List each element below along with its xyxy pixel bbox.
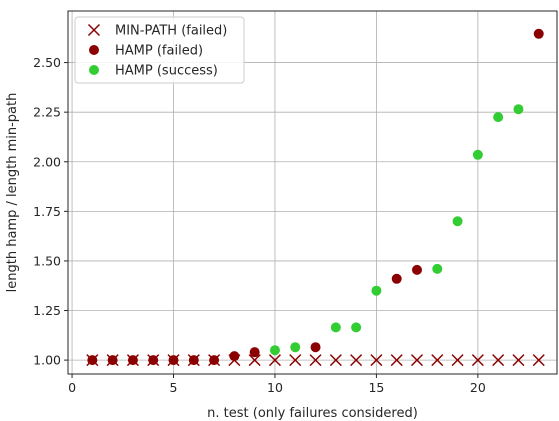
legend-label: MIN-PATH (failed) <box>115 24 227 39</box>
x-tick-label: 5 <box>170 380 178 395</box>
legend: MIN-PATH (failed) HAMP (failed) HAMP (succ… <box>74 16 245 84</box>
min-path-failed-point <box>106 354 119 367</box>
hamp-failed-point <box>533 28 544 39</box>
min-path-failed-point-stroke <box>390 354 403 367</box>
min-path-failed-point-stroke <box>471 354 484 367</box>
min-path-failed-point <box>208 354 221 367</box>
hamp-success-point <box>513 104 524 115</box>
legend-label: HAMP (success) <box>115 64 218 79</box>
plot-frame <box>67 10 558 375</box>
hamp-success-point <box>330 322 341 333</box>
min-path-failed-point <box>309 354 322 367</box>
min-path-failed-point-stroke <box>431 354 444 367</box>
min-path-failed-point-stroke <box>228 354 241 367</box>
series-hamp-success <box>269 104 524 356</box>
min-path-failed-point-stroke <box>370 354 383 367</box>
legend-marker <box>87 23 101 37</box>
hamp-success-point <box>290 342 301 353</box>
hamp-failed-point <box>391 273 402 284</box>
hamp-success-point <box>472 149 483 160</box>
min-path-failed-point <box>492 354 505 367</box>
min-path-failed-point-stroke <box>208 354 221 367</box>
y-tick-label: 1.50 <box>33 253 61 268</box>
legend-box <box>74 16 245 84</box>
x-tick-label: 0 <box>68 380 76 395</box>
min-path-failed-point-stroke <box>248 354 261 367</box>
hamp-success-point <box>452 216 463 227</box>
min-path-failed-point-stroke <box>492 354 505 367</box>
min-path-failed-point <box>451 354 464 367</box>
hamp-failed-point <box>310 342 321 353</box>
hamp-failed-point <box>249 347 260 358</box>
min-path-failed-point <box>390 354 403 367</box>
min-path-failed-point <box>147 354 160 367</box>
min-path-failed-point-stroke <box>187 354 200 367</box>
min-path-failed-point <box>370 354 383 367</box>
min-path-failed-point-stroke <box>329 354 342 367</box>
y-tick-label: 2.50 <box>33 55 61 70</box>
min-path-failed-point-stroke <box>350 354 363 367</box>
min-path-failed-point-stroke <box>309 354 322 367</box>
y-tick-label: 1.75 <box>33 204 61 219</box>
legend-marker-stroke <box>87 23 101 37</box>
min-path-failed-point-stroke <box>532 354 545 367</box>
min-path-failed-point-stroke <box>410 354 424 367</box>
min-path-failed-point <box>471 354 484 367</box>
hamp-success-point <box>371 285 382 296</box>
min-path-failed-point <box>268 354 281 367</box>
legend-marker <box>89 45 99 55</box>
legend-marker <box>89 65 99 75</box>
y-axis-label: length hamp / length min-path <box>5 93 20 293</box>
min-path-failed-point <box>126 354 139 367</box>
min-path-failed-point <box>532 354 545 367</box>
x-tick-label: 15 <box>368 380 384 395</box>
hamp-failed-point <box>411 264 422 275</box>
min-path-failed-point <box>410 354 424 367</box>
hamp-success-point <box>493 112 504 123</box>
min-path-failed-point-stroke <box>167 354 180 367</box>
min-path-failed-point-stroke <box>86 354 99 367</box>
y-tick-label: 1.25 <box>33 303 61 318</box>
min-path-failed-point-stroke <box>147 354 160 367</box>
min-path-failed-point <box>350 354 363 367</box>
y-tick-label: 2.25 <box>33 105 61 120</box>
min-path-failed-point <box>512 354 525 367</box>
min-path-failed-point-stroke <box>289 354 302 367</box>
min-path-failed-point <box>228 354 241 367</box>
x-axis-label: n. test (only failures considered) <box>207 406 418 421</box>
hamp-success-point <box>351 322 362 333</box>
ticks: 0 5 10 15 20 1.00 1.25 1.50 1.75 2.00 2.25 2.50 <box>33 55 486 395</box>
hamp-success-point <box>269 345 280 356</box>
min-path-failed-point-stroke <box>106 354 119 367</box>
min-path-failed-point-stroke <box>512 354 525 367</box>
series-min-path-failed <box>86 354 545 367</box>
min-path-failed-point <box>167 354 180 367</box>
min-path-failed-point-stroke <box>126 354 139 367</box>
min-path-failed-point <box>248 354 261 367</box>
min-path-failed-point <box>187 354 200 367</box>
min-path-failed-point <box>329 354 342 367</box>
series-layer <box>86 28 545 367</box>
min-path-failed-point-stroke <box>268 354 281 367</box>
x-tick-label: 10 <box>267 380 283 395</box>
y-tick-label: 2.00 <box>33 154 61 169</box>
hamp-success-point <box>432 263 443 274</box>
min-path-failed-point <box>86 354 99 367</box>
min-path-failed-point <box>289 354 302 367</box>
legend-label: HAMP (failed) <box>115 44 203 59</box>
y-tick-label: 1.00 <box>33 353 61 368</box>
min-path-failed-point-stroke <box>451 354 464 367</box>
x-tick-label: 20 <box>470 380 486 395</box>
min-path-failed-point <box>431 354 444 367</box>
